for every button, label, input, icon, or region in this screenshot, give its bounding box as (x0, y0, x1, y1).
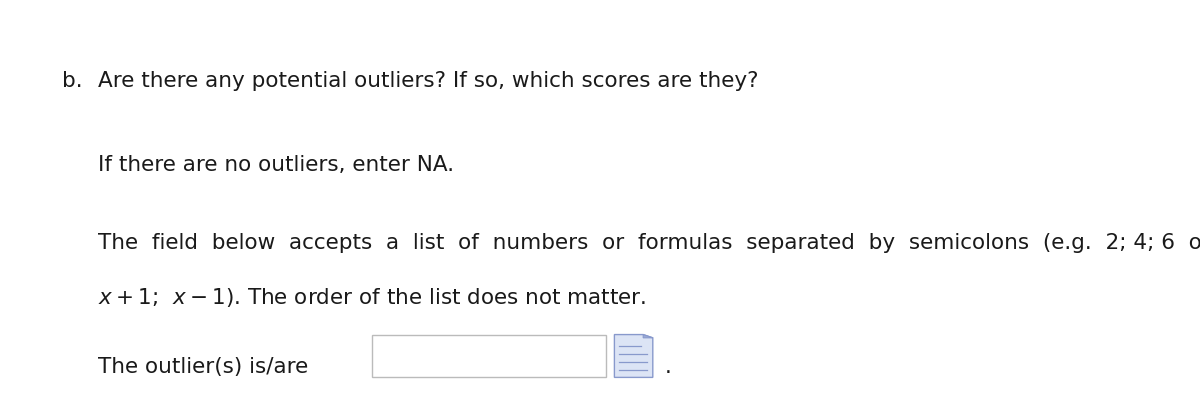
Text: Are there any potential outliers? If so, which scores are they?: Are there any potential outliers? If so,… (98, 71, 758, 91)
Text: $\mathit{x}+1$;  $\mathit{x}-1$). The order of the list does not matter.: $\mathit{x}+1$; $\mathit{x}-1$). The ord… (98, 286, 647, 308)
FancyBboxPatch shape (372, 335, 606, 377)
Text: .: . (665, 357, 672, 377)
Polygon shape (614, 335, 653, 377)
Text: The outlier(s) is/are: The outlier(s) is/are (98, 357, 308, 377)
Text: The  field  below  accepts  a  list  of  numbers  or  formulas  separated  by  s: The field below accepts a list of number… (98, 233, 1200, 253)
Text: If there are no outliers, enter NA.: If there are no outliers, enter NA. (98, 155, 455, 175)
Polygon shape (643, 335, 653, 338)
Text: b.: b. (62, 71, 83, 91)
